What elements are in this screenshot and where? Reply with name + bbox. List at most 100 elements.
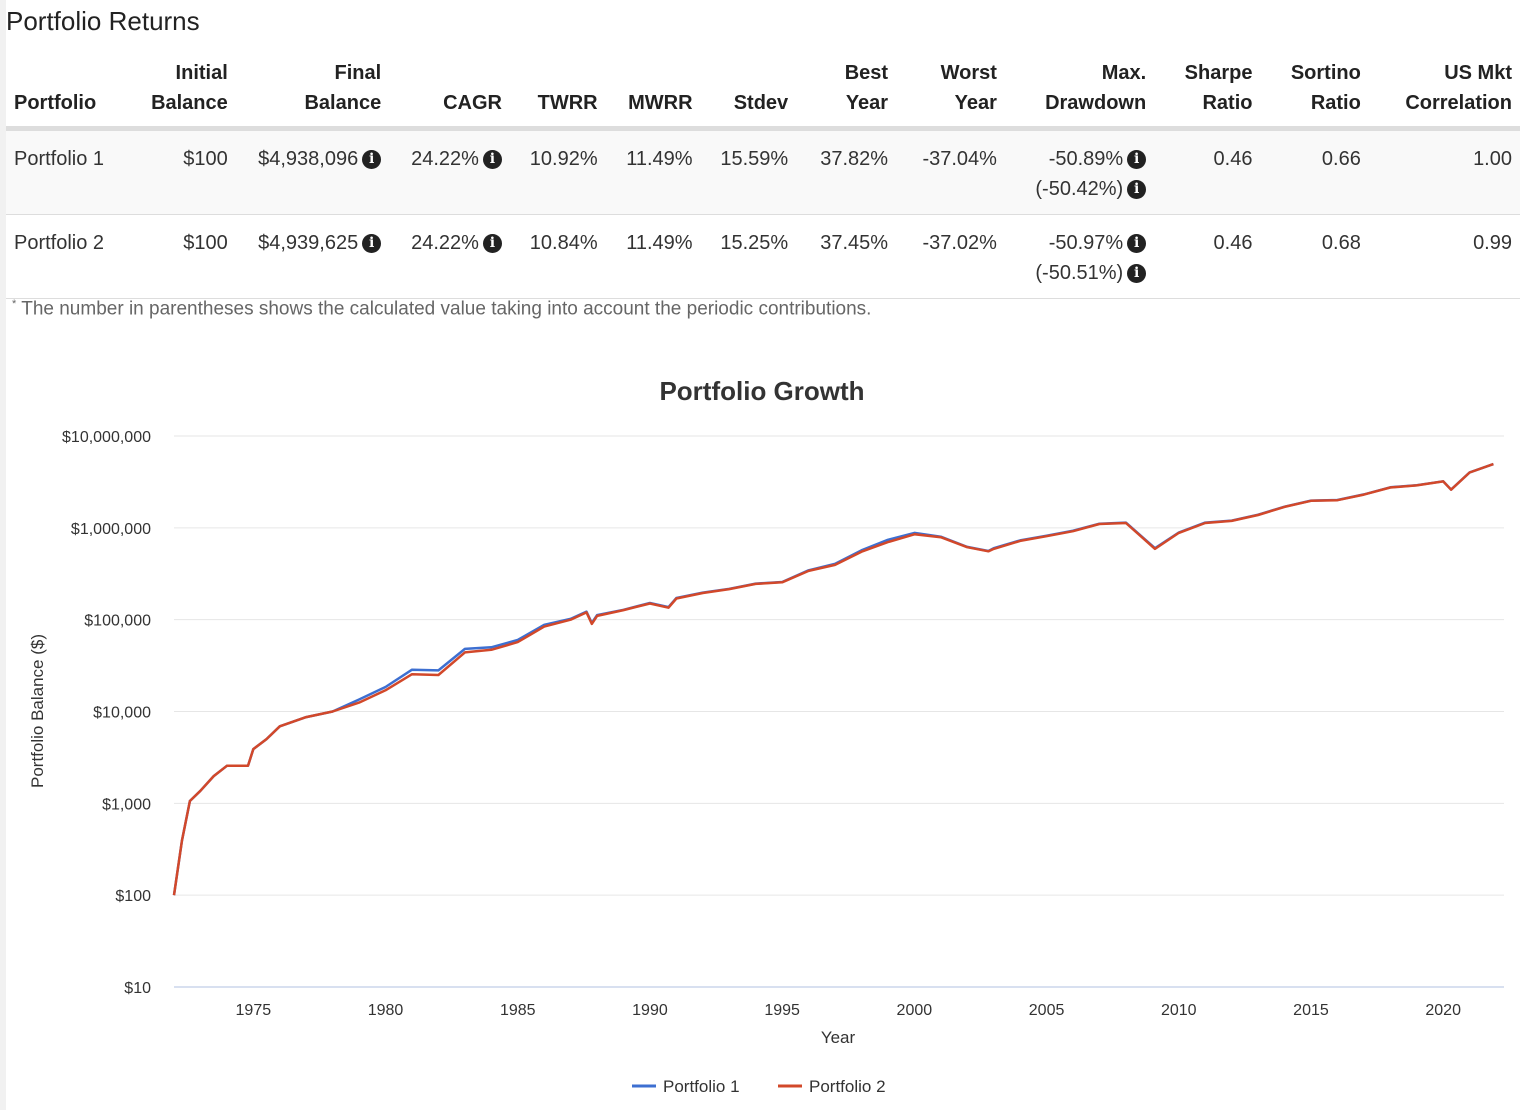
header-line-1: US Mkt xyxy=(1444,62,1512,84)
corr-value: 0.99 xyxy=(1473,232,1512,254)
column-header[interactable]: TWRR xyxy=(509,58,606,131)
cell-stdev: 15.59% xyxy=(700,128,797,215)
worst-value: -37.02% xyxy=(922,232,997,254)
sortino-value: 0.66 xyxy=(1321,148,1361,170)
x-tick-label: 2010 xyxy=(1161,1002,1197,1019)
maxdd-value: -50.89% xyxy=(1048,148,1124,170)
legend-item[interactable]: Portfolio 2 xyxy=(809,1077,886,1096)
y-tick-label: $10 xyxy=(124,980,151,997)
returns-table: Portfolio Initial Balance Final Balance CAGR T… xyxy=(6,58,1520,299)
final-value: $4,939,625 xyxy=(258,232,359,254)
maxdd-contrib-value: (-50.51%) xyxy=(1035,262,1124,284)
legend-item[interactable]: Portfolio 1 xyxy=(663,1077,740,1096)
portfolio-value: Portfolio 1 xyxy=(14,148,105,170)
column-header[interactable]: CAGR xyxy=(389,58,510,131)
header-line-1: Worst xyxy=(940,62,997,84)
footnote: * The number in parentheses shows the ca… xyxy=(12,298,871,320)
maxdd-value: -50.97% xyxy=(1048,232,1124,254)
sortino-value: 0.68 xyxy=(1321,232,1361,254)
best-value: 37.82% xyxy=(820,148,889,170)
y-tick-label: $100,000 xyxy=(84,613,151,630)
x-axis-label: Year xyxy=(821,1028,856,1047)
cell-final: $4,938,096 i xyxy=(235,128,390,215)
header-line-2: Year xyxy=(954,92,997,114)
header-line-1: Initial xyxy=(175,62,228,84)
x-tick-label: 2000 xyxy=(897,1002,933,1019)
info-icon[interactable]: i xyxy=(482,150,502,169)
cell-best: 37.82% xyxy=(796,128,897,215)
column-header[interactable]: Worst Year xyxy=(896,58,1005,131)
cell-twrr: 10.92% xyxy=(509,128,606,215)
x-tick-label: 1975 xyxy=(236,1002,272,1019)
column-header[interactable]: Final Balance xyxy=(235,58,390,131)
y-tick-label: $10,000 xyxy=(93,705,151,722)
table-row: Portfolio 1 $100 $4,938,096 i 24.22% i 10.92% 1… xyxy=(6,128,1520,215)
table-header-row: Portfolio Initial Balance Final Balance CAGR T… xyxy=(6,58,1520,131)
header-line-2: Ratio xyxy=(1202,92,1253,114)
mwrr-value: 11.49% xyxy=(626,232,693,254)
page-edge xyxy=(0,0,6,1110)
twrr-value: 10.92% xyxy=(529,148,598,170)
header-line-2: Balance xyxy=(304,92,382,114)
info-icon[interactable]: i xyxy=(1127,180,1147,199)
cell-cagr: 24.22% i xyxy=(389,128,510,215)
y-axis-label: Portfolio Balance ($) xyxy=(28,634,47,788)
footnote-text: The number in parentheses shows the calc… xyxy=(21,298,872,320)
cell-mwrr: 11.49% xyxy=(605,128,701,215)
header-line-2: Drawdown xyxy=(1045,92,1147,114)
worst-value: -37.04% xyxy=(922,148,997,170)
cell-maxdd: -50.97% i (-50.51%) i xyxy=(1004,214,1155,299)
mwrr-value: 11.49% xyxy=(626,148,693,170)
header-line-1: Sharpe xyxy=(1184,62,1253,84)
cell-best: 37.45% xyxy=(796,214,897,299)
sharpe-value: 0.46 xyxy=(1213,232,1253,254)
column-header[interactable]: Max. Drawdown xyxy=(1004,58,1155,131)
series-line-1 xyxy=(172,462,1494,896)
info-icon[interactable]: i xyxy=(362,234,382,253)
column-header[interactable]: Sharpe Ratio xyxy=(1154,58,1261,131)
column-header[interactable]: MWRR xyxy=(605,58,701,131)
stdev-value: 15.25% xyxy=(720,232,789,254)
cagr-value: 24.22% xyxy=(411,148,479,170)
cell-corr: 1.00 xyxy=(1368,128,1520,215)
header-line-2: Stdev xyxy=(733,92,789,114)
initial-value: $100 xyxy=(183,148,228,170)
chart-title: Portfolio Growth xyxy=(659,376,864,406)
final-value: $4,938,096 xyxy=(258,148,359,170)
header-line-2: Correlation xyxy=(1405,92,1512,114)
x-tick-label: 2005 xyxy=(1029,1002,1065,1019)
cagr-value: 24.22% xyxy=(411,232,479,254)
x-tick-label: 2020 xyxy=(1425,1002,1461,1019)
table-row: Portfolio 2 $100 $4,939,625 i 24.22% i 10.84% 1… xyxy=(6,214,1520,299)
column-header[interactable]: Portfolio xyxy=(6,58,134,131)
column-header[interactable]: Initial Balance xyxy=(133,58,236,131)
x-tick-label: 1990 xyxy=(632,1002,668,1019)
cell-sortino: 0.68 xyxy=(1260,214,1369,299)
info-icon[interactable]: i xyxy=(1127,234,1147,253)
column-header[interactable]: Best Year xyxy=(796,58,897,131)
cell-cagr: 24.22% i xyxy=(389,214,510,299)
corr-value: 1.00 xyxy=(1473,148,1512,170)
portfolio-value: Portfolio 2 xyxy=(14,232,105,254)
info-icon[interactable]: i xyxy=(482,234,502,253)
info-icon[interactable]: i xyxy=(362,150,382,169)
column-header[interactable]: Sortino Ratio xyxy=(1260,58,1369,131)
cell-portfolio: Portfolio 2 xyxy=(6,214,134,299)
sharpe-value: 0.46 xyxy=(1213,148,1253,170)
y-tick-label: $100 xyxy=(115,888,151,905)
info-icon[interactable]: i xyxy=(1127,150,1147,169)
x-tick-label: 2015 xyxy=(1293,1002,1329,1019)
x-tick-label: 1995 xyxy=(764,1002,800,1019)
header-line-2: CAGR xyxy=(443,92,502,114)
header-line-2: MWRR xyxy=(628,92,693,114)
header-line-2: TWRR xyxy=(537,92,598,114)
stdev-value: 15.59% xyxy=(720,148,789,170)
x-tick-label: 1985 xyxy=(500,1002,536,1019)
column-header[interactable]: Stdev xyxy=(700,58,797,131)
info-icon[interactable]: i xyxy=(1127,264,1147,283)
cell-stdev: 15.25% xyxy=(700,214,797,299)
twrr-value: 10.84% xyxy=(529,232,598,254)
cell-sharpe: 0.46 xyxy=(1154,128,1261,215)
maxdd-contrib-value: (-50.42%) xyxy=(1035,178,1124,200)
column-header[interactable]: US Mkt Correlation xyxy=(1368,58,1520,131)
